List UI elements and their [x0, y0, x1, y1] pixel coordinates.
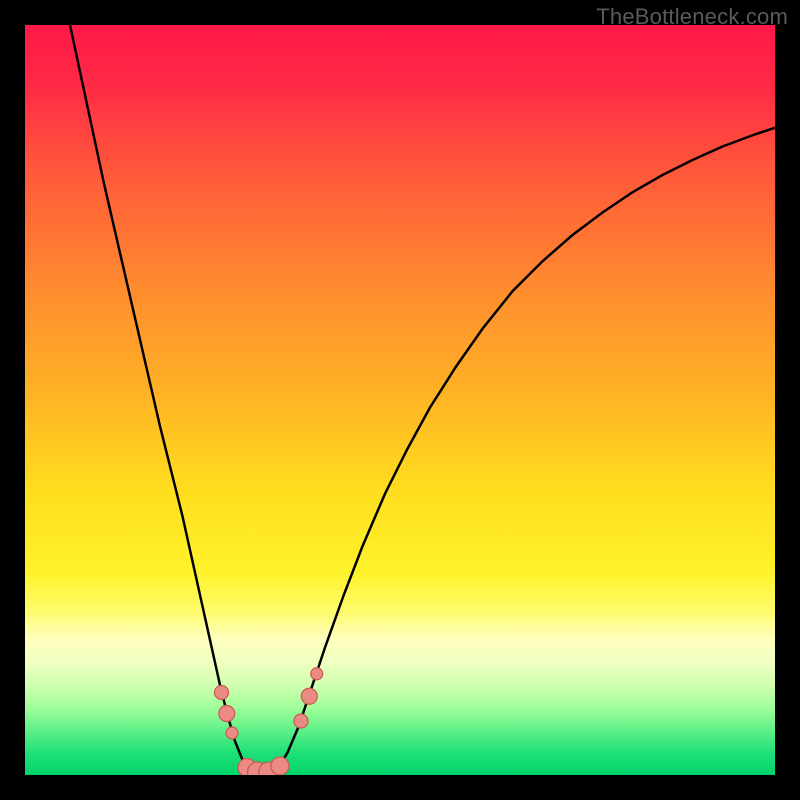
curve-marker — [271, 757, 289, 775]
bottleneck-curve — [70, 25, 775, 773]
curve-marker — [311, 668, 323, 680]
curve-marker — [219, 706, 235, 722]
bottleneck-curve-layer — [25, 25, 775, 775]
curve-marker — [215, 686, 229, 700]
curve-marker — [226, 727, 238, 739]
chart-frame: TheBottleneck.com — [0, 0, 800, 800]
plot-area — [25, 25, 775, 775]
curve-marker — [301, 688, 317, 704]
curve-markers — [215, 668, 323, 775]
curve-marker — [294, 714, 308, 728]
watermark-text: TheBottleneck.com — [596, 4, 788, 30]
